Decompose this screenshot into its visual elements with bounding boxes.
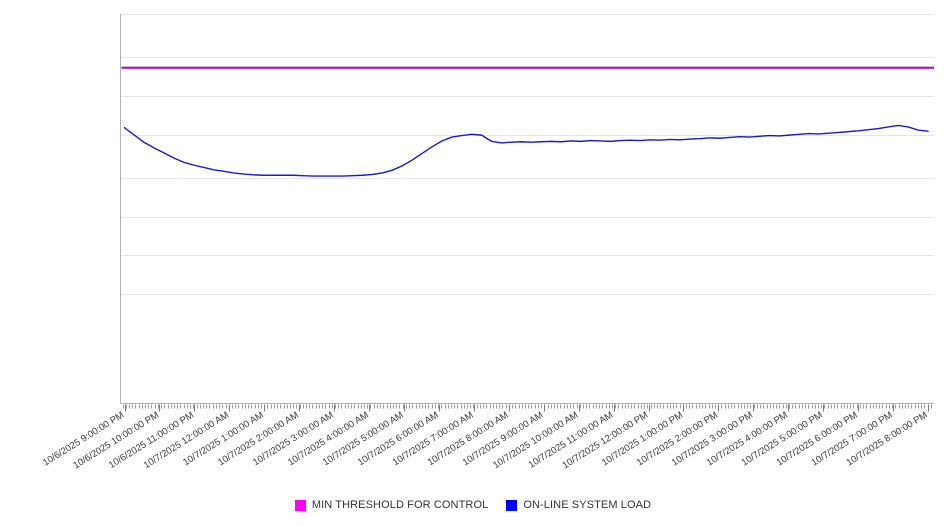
legend-label: ON-LINE SYSTEM LOAD [523,498,652,511]
y-gridlines [120,14,934,295]
x-axis-ticks [123,404,932,412]
legend-item-min-threshold-for-control[interactable]: MIN THRESHOLD FOR CONTROL [294,498,489,511]
legend-swatch-icon [506,499,518,511]
legend-swatch-icon [294,499,306,511]
legend-item-on-line-system-load[interactable]: ON-LINE SYSTEM LOAD [506,498,652,511]
legend-label: MIN THRESHOLD FOR CONTROL [311,498,489,511]
chart-legend: MIN THRESHOLD FOR CONTROL ON-LINE SYSTEM… [0,496,946,514]
series-line-on-line-system-load [123,124,929,177]
